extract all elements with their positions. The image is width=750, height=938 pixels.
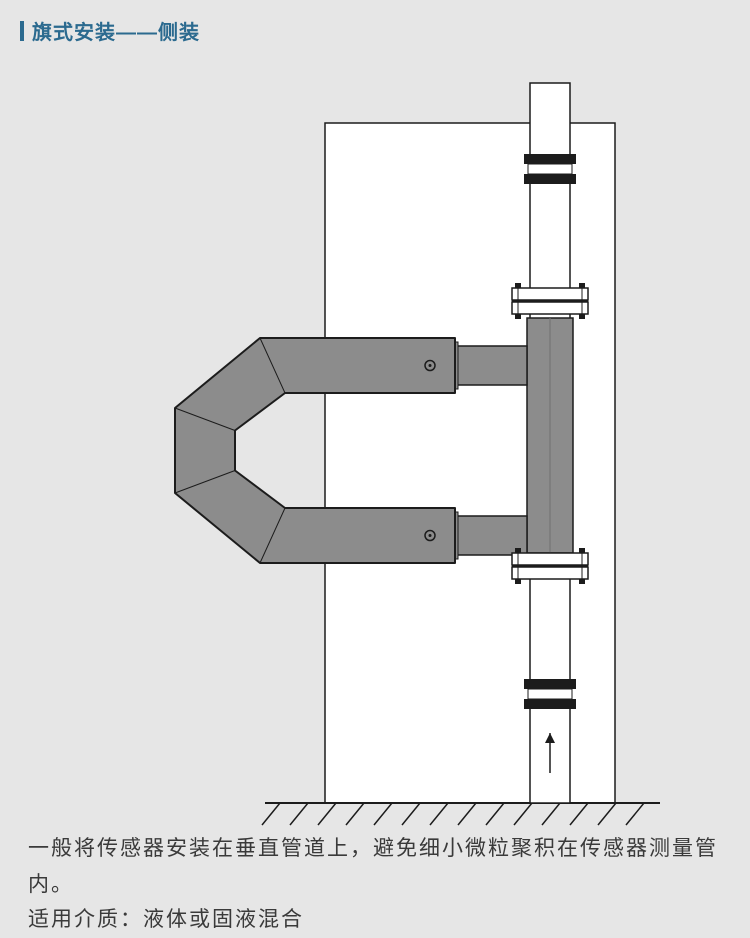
- caption-line-1: 一般将传感器安装在垂直管道上，避免细小微粒聚积在传感器测量管内。: [28, 831, 722, 902]
- page-title: 旗式安装——侧装: [32, 16, 200, 45]
- header-accent-bar: [20, 21, 24, 41]
- diagram-svg: [0, 53, 750, 833]
- installation-diagram: [0, 53, 750, 813]
- caption-line-2: 适用介质：液体或固液混合: [28, 902, 722, 938]
- title-sub: 侧装: [158, 22, 200, 44]
- title-dash: ——: [116, 22, 158, 44]
- header: 旗式安装——侧装: [0, 0, 750, 53]
- title-main: 旗式安装: [32, 22, 116, 44]
